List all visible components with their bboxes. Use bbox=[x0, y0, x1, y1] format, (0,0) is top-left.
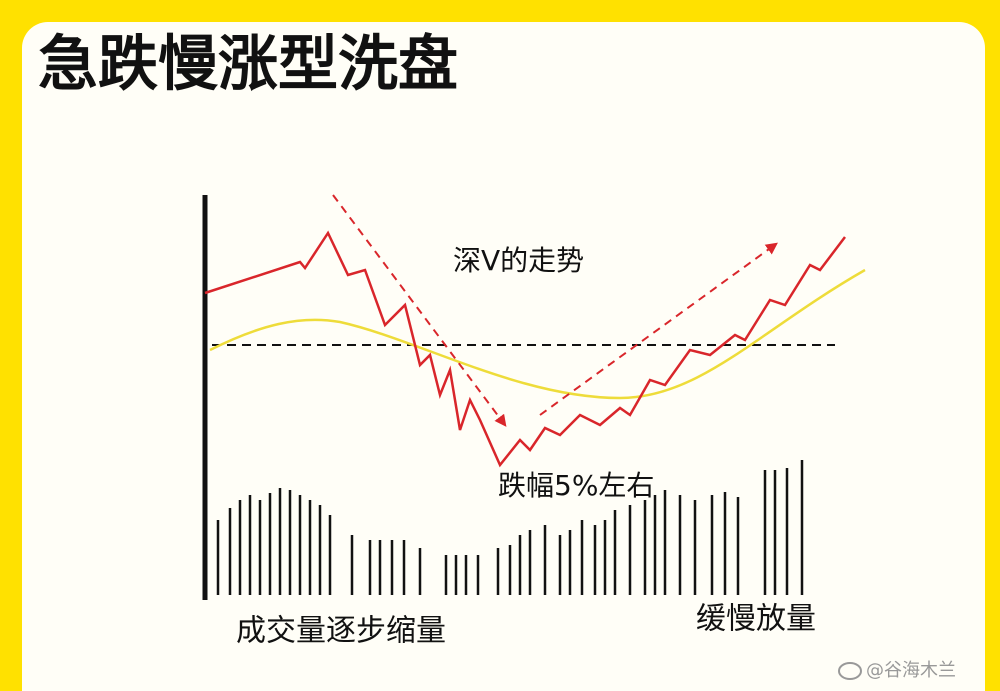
annotation: 深V的走势 bbox=[453, 244, 584, 277]
moving-average bbox=[209, 268, 866, 400]
title: 急跌慢涨型洗盘 bbox=[38, 30, 458, 100]
weibo-icon bbox=[838, 662, 862, 680]
annotation: 跌幅5%左右 bbox=[498, 469, 654, 502]
watermark: @谷海木兰 bbox=[866, 660, 956, 681]
volume-bars bbox=[216, 460, 804, 595]
down-arrow bbox=[332, 194, 507, 427]
annotation: 缓慢放量 bbox=[696, 602, 816, 637]
panel bbox=[22, 22, 985, 691]
price-line bbox=[204, 230, 846, 468]
up-arrow bbox=[539, 242, 778, 416]
annotation: 成交量逐步缩量 bbox=[236, 614, 446, 649]
